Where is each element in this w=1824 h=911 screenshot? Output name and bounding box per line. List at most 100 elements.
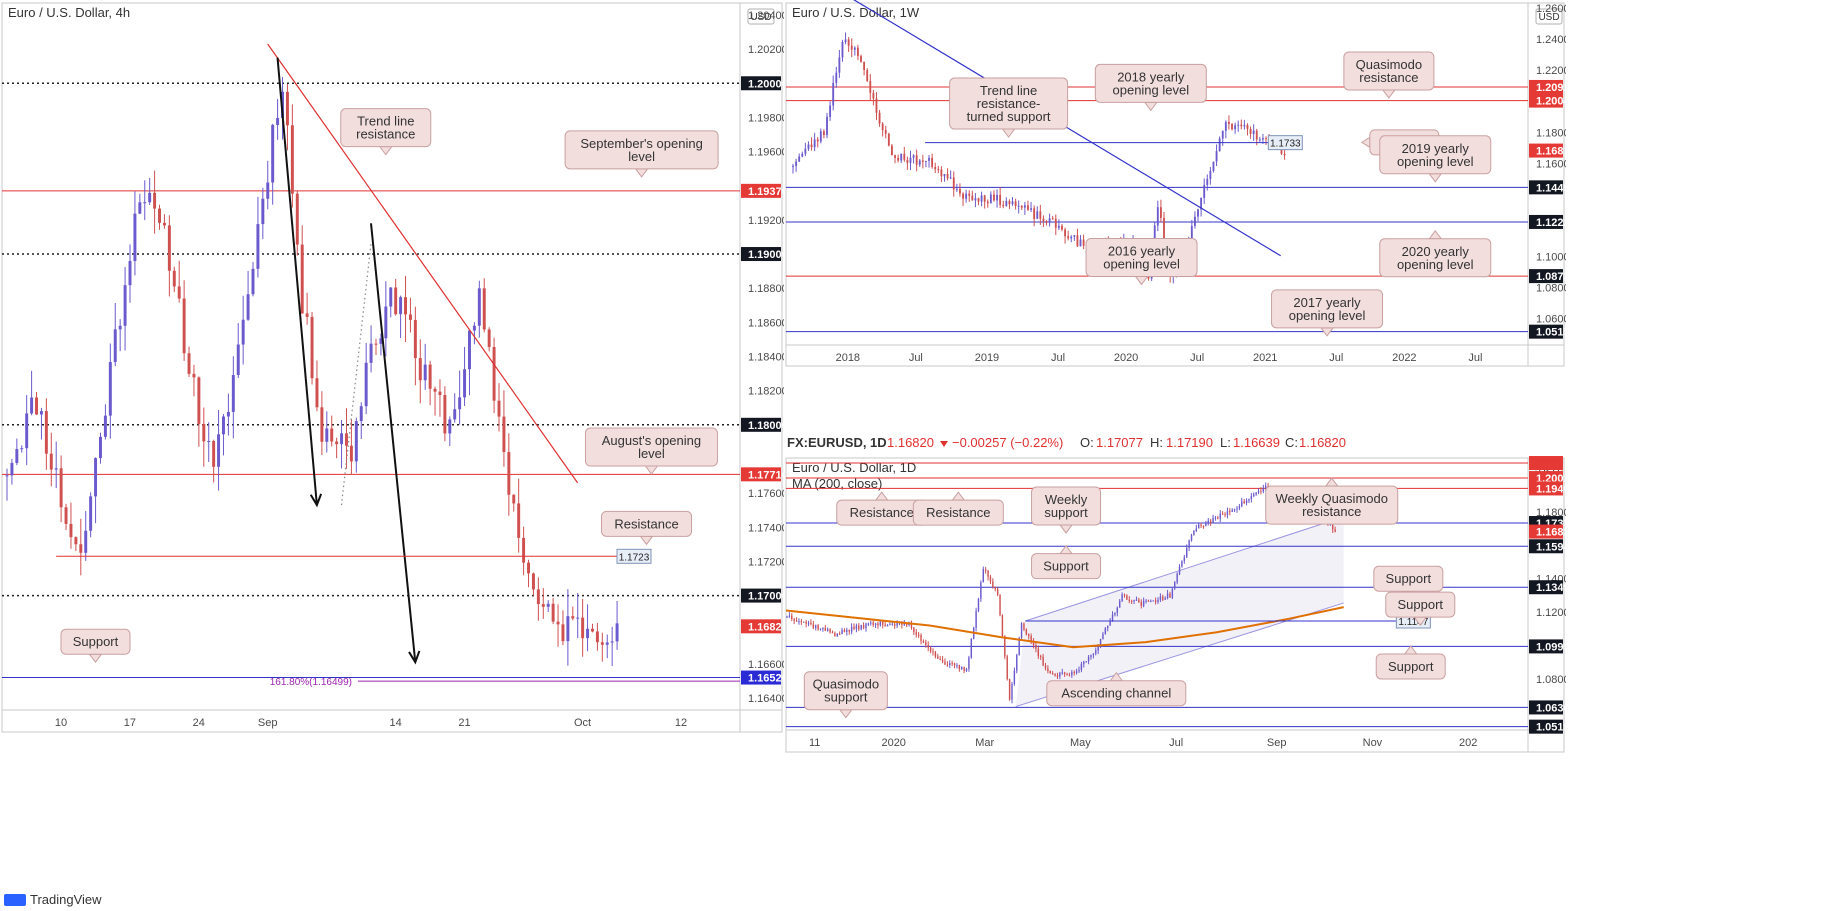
h4-candle-body [561, 624, 565, 642]
h4-candle-body [492, 347, 496, 401]
d1-callout: Support [1373, 565, 1444, 601]
h4-candle-body [487, 329, 491, 348]
h4-time-tick: Sep [258, 717, 278, 729]
w1-candle-body [835, 72, 838, 83]
d1-candle-body [874, 623, 877, 625]
callout-pointer [1134, 275, 1149, 286]
w1-candle-body [832, 82, 835, 106]
callout-text: 2020 yearly [1402, 244, 1470, 259]
d1-candle-body [807, 622, 810, 624]
d1-candle-body [858, 625, 860, 630]
h4-candle-body [330, 428, 334, 442]
h4-candle-body [39, 411, 43, 415]
h4-candle-body [108, 362, 112, 416]
d1-candle-body [980, 582, 982, 599]
d1-callout: Resistance [912, 491, 1004, 526]
h4-currency-label: USD [750, 12, 771, 23]
w1-candle-body [822, 131, 825, 135]
d1-candle-body [989, 576, 992, 582]
d1-candle-body [1231, 509, 1233, 512]
d1-candle-body [1063, 672, 1066, 674]
arrow-head-icon [408, 650, 421, 665]
h4-candle-body [335, 441, 339, 445]
h4-candle-body [536, 589, 540, 605]
h4-currency-badge [747, 8, 775, 25]
w1-level-tag [1529, 324, 1563, 339]
callout-text: resistance- [977, 96, 1041, 111]
h4-line-label-box [616, 548, 652, 564]
w1-candle-body [993, 194, 995, 201]
h4-candle-body [423, 364, 427, 381]
w1-candle-body [1262, 138, 1264, 140]
d1-candle-body [879, 621, 882, 626]
callout-text: resistance [1302, 504, 1361, 519]
d1-level-tag [1529, 719, 1563, 734]
w1-candle-body [1005, 200, 1008, 207]
h4-candle-body [138, 202, 142, 214]
w1-candle-body [983, 195, 986, 202]
w1-candle-body [1206, 178, 1209, 185]
d1-candle-body [1224, 514, 1226, 516]
summary-low: 1.16639 [1233, 435, 1280, 450]
d1-candle-body [963, 666, 965, 671]
d1-candle-body [872, 622, 874, 625]
callout-text: opening level [1397, 257, 1474, 272]
d1-candle-body [1233, 509, 1236, 511]
w1-candle-body [863, 61, 866, 71]
d1-candle-body [860, 625, 862, 630]
h4-price-tick: 1.17600 [748, 488, 784, 500]
d1-price-tick: 1.18000 [1536, 507, 1566, 519]
h4-candle-body [207, 440, 211, 442]
h4-candle-body [595, 631, 599, 643]
w1-candle-body [928, 157, 930, 161]
channel-upper-line [1025, 516, 1344, 622]
w1-candle-body [900, 153, 903, 161]
d1-candle-body [961, 666, 963, 669]
w1-line-label-box [1267, 135, 1303, 151]
d1-candle-body [1207, 520, 1209, 524]
d1-candle-body [1238, 506, 1241, 509]
w1-candle-body [813, 139, 816, 148]
d1-candle-body [798, 621, 800, 623]
d1-candle-body [987, 570, 989, 577]
d1-candle-body [862, 625, 865, 629]
callout-pointer [1324, 477, 1339, 487]
d1-candle-body [1073, 672, 1075, 674]
w1-candle-body [1082, 239, 1085, 246]
h4-candle-body [522, 537, 526, 563]
h4-candle-body [49, 453, 53, 470]
d1-candle-body [1116, 607, 1119, 613]
callout-box [1046, 680, 1187, 707]
h4-candle-body [30, 397, 34, 414]
h4-candle-body [517, 503, 521, 538]
d1-candle-body [1147, 600, 1150, 602]
d1-candle-body [1049, 671, 1052, 674]
d1-candle-body [1169, 593, 1171, 598]
d1-candle-body [803, 621, 805, 623]
h4-candle-body [477, 288, 481, 326]
h4-candle-body [285, 91, 289, 126]
w1-level-tag [1529, 214, 1563, 229]
w1-time-tick: 2019 [975, 352, 999, 364]
d1-candle-body [1197, 524, 1200, 529]
h4-candle-body [320, 407, 324, 442]
callout-pointer [838, 709, 853, 719]
w1-candle-body [891, 145, 893, 156]
h4-candle-body [222, 416, 225, 435]
w1-candle-body [1197, 209, 1199, 217]
h4-candle-body [35, 397, 38, 415]
w1-candle-body [1265, 138, 1267, 140]
w1-candle-body [909, 157, 912, 163]
d1-candle-body [1221, 513, 1224, 515]
d1-candle-body [1176, 573, 1178, 583]
d1-candle-body [822, 627, 824, 629]
callout-text: opening level [1289, 308, 1366, 323]
h4-candle-body [453, 409, 457, 420]
